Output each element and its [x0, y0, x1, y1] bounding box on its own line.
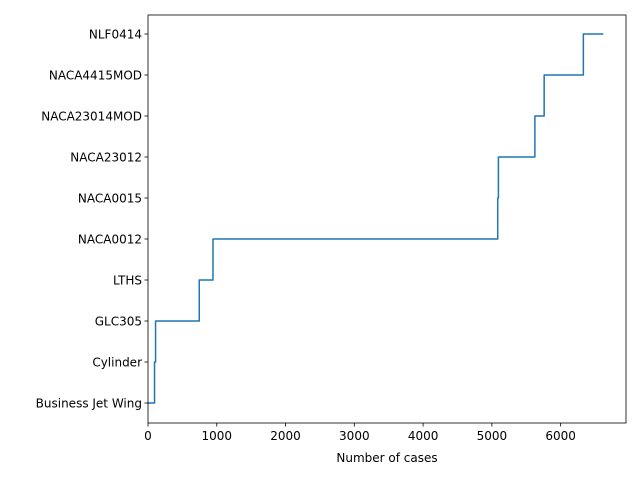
x-axis-ticks: 0 1000 2000 3000 4000 5000 6000: [144, 423, 576, 443]
x-tick-label: 1000: [202, 429, 233, 443]
y-tick-label: GLC305: [95, 314, 142, 328]
x-tick-label: 0: [144, 429, 152, 443]
x-tick-label: 3000: [339, 429, 370, 443]
x-tick-label: 5000: [477, 429, 508, 443]
y-tick-label: NACA0015: [78, 191, 142, 205]
plot-area: [148, 33, 604, 404]
axes-frame: [147, 14, 627, 424]
x-axis-label: Number of cases: [336, 451, 437, 465]
series-line-0: [148, 33, 604, 404]
y-tick-label: NACA23012: [70, 150, 142, 164]
y-tick-label: NACA0012: [78, 232, 142, 246]
y-tick-label: Cylinder: [92, 355, 142, 369]
y-tick-label: NACA4415MOD: [49, 68, 142, 82]
y-axis-ticks: Business Jet Wing Cylinder GLC305 LTHS NACA0…: [36, 27, 148, 410]
x-tick-label: 4000: [408, 429, 439, 443]
y-tick-label: Business Jet Wing: [36, 396, 142, 410]
y-tick-label: NLF0414: [89, 27, 142, 41]
y-tick-label: NACA23014MOD: [41, 109, 142, 123]
x-tick-label: 6000: [545, 429, 576, 443]
x-tick-label: 2000: [270, 429, 301, 443]
y-tick-label: LTHS: [113, 273, 142, 287]
